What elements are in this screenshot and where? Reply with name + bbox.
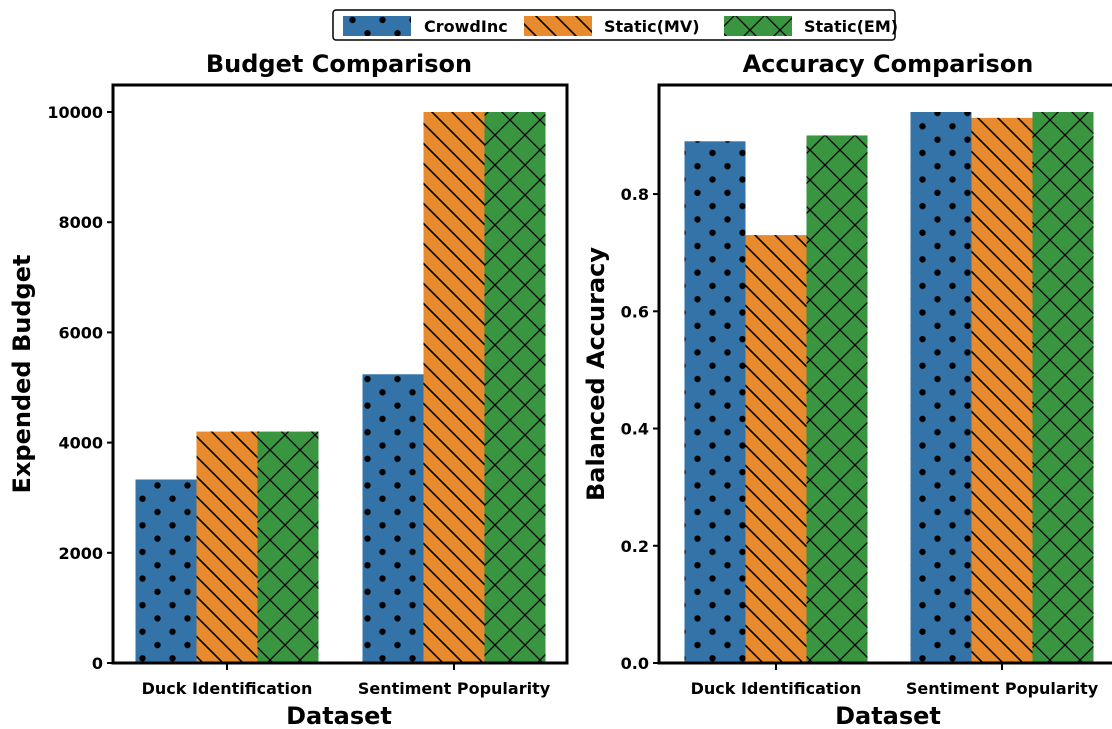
budget-y-tick-label: 6000 (58, 323, 103, 342)
accuracy-bar-duck-identification-crowdinc-hatch (684, 141, 746, 663)
budget-y-tick-label: 2000 (58, 544, 103, 563)
budget-y-tick-label: 4000 (58, 434, 103, 453)
legend-swatch-static-mv-hatch (524, 16, 592, 36)
budget-chart-title: Budget Comparison (206, 50, 472, 78)
legend-label-crowdinc: CrowdInc (424, 17, 508, 36)
budget-y-tick-label: 0 (92, 654, 103, 673)
budget-y-tick-label: 8000 (58, 213, 103, 232)
accuracy-y-tick-label: 0.8 (621, 185, 649, 204)
legend-item-static-mv: Static(MV) (524, 16, 700, 36)
budget-chart: Budget Comparison 0 2000 4000 6000 8000 10000… (8, 50, 569, 729)
accuracy-chart: Accuracy Comparison 0.0 0.2 0.4 0.6 0.8 Duck… (582, 50, 1112, 729)
budget-x-axis-title: Dataset (286, 702, 392, 729)
budget-y-tick-label: 10000 (47, 103, 103, 122)
budget-bar-sentiment-popularity-static-em-hatch (484, 112, 546, 663)
accuracy-bar-sentiment-popularity-static-em-hatch (1032, 112, 1094, 663)
legend-item-crowdinc: CrowdInc (343, 16, 508, 36)
budget-x-tick-label: Sentiment Popularity (358, 679, 551, 698)
legend-label-static-em: Static(EM) (804, 17, 898, 36)
accuracy-plot-frame (657, 83, 1112, 665)
legend-swatch-crowdinc-hatch (343, 16, 411, 36)
accuracy-x-tick-label: Duck Identification (691, 679, 862, 698)
budget-bar-sentiment-popularity-static-mv-hatch (423, 112, 485, 663)
legend: CrowdInc Static(MV) Static(EM) (332, 9, 898, 41)
accuracy-x-axis-ticks: Duck Identification Sentiment Popularity (691, 663, 1099, 698)
accuracy-y-tick-label: 0.4 (621, 420, 649, 439)
accuracy-bars (684, 112, 1094, 664)
budget-bars (135, 112, 546, 663)
budget-bar-sentiment-popularity-crowdinc-hatch (362, 374, 424, 663)
budget-bar-duck-identification-static-mv-hatch (196, 431, 258, 663)
budget-plot-frame (111, 83, 569, 665)
accuracy-y-axis-title: Balanced Accuracy (582, 247, 610, 501)
accuracy-x-axis-title: Dataset (835, 702, 941, 729)
budget-x-tick-label: Duck Identification (142, 679, 313, 698)
accuracy-y-tick-label: 0.0 (621, 654, 649, 673)
accuracy-bar-sentiment-popularity-crowdinc-hatch (910, 112, 972, 663)
accuracy-chart-title: Accuracy Comparison (743, 50, 1034, 78)
legend-item-static-em: Static(EM) (724, 16, 898, 36)
legend-label-static-mv: Static(MV) (604, 17, 700, 36)
accuracy-y-tick-label: 0.6 (621, 302, 649, 321)
accuracy-bar-duck-identification-static-em-hatch (806, 135, 868, 664)
legend-swatch-static-em-hatch (724, 16, 792, 36)
budget-x-axis-ticks: Duck Identification Sentiment Popularity (142, 663, 551, 698)
accuracy-y-axis-ticks: 0.0 0.2 0.4 0.6 0.8 (621, 185, 659, 673)
budget-bar-duck-identification-crowdinc-hatch (135, 479, 197, 663)
accuracy-x-tick-label: Sentiment Popularity (906, 679, 1099, 698)
accuracy-y-tick-label: 0.2 (621, 537, 649, 556)
accuracy-bar-sentiment-popularity-static-mv-hatch (971, 117, 1033, 664)
budget-bar-duck-identification-static-em-hatch (257, 431, 319, 663)
budget-y-axis-ticks: 0 2000 4000 6000 8000 10000 (47, 103, 113, 673)
accuracy-bar-duck-identification-static-mv-hatch (745, 235, 807, 663)
budget-y-axis-title: Expended Budget (8, 255, 36, 494)
